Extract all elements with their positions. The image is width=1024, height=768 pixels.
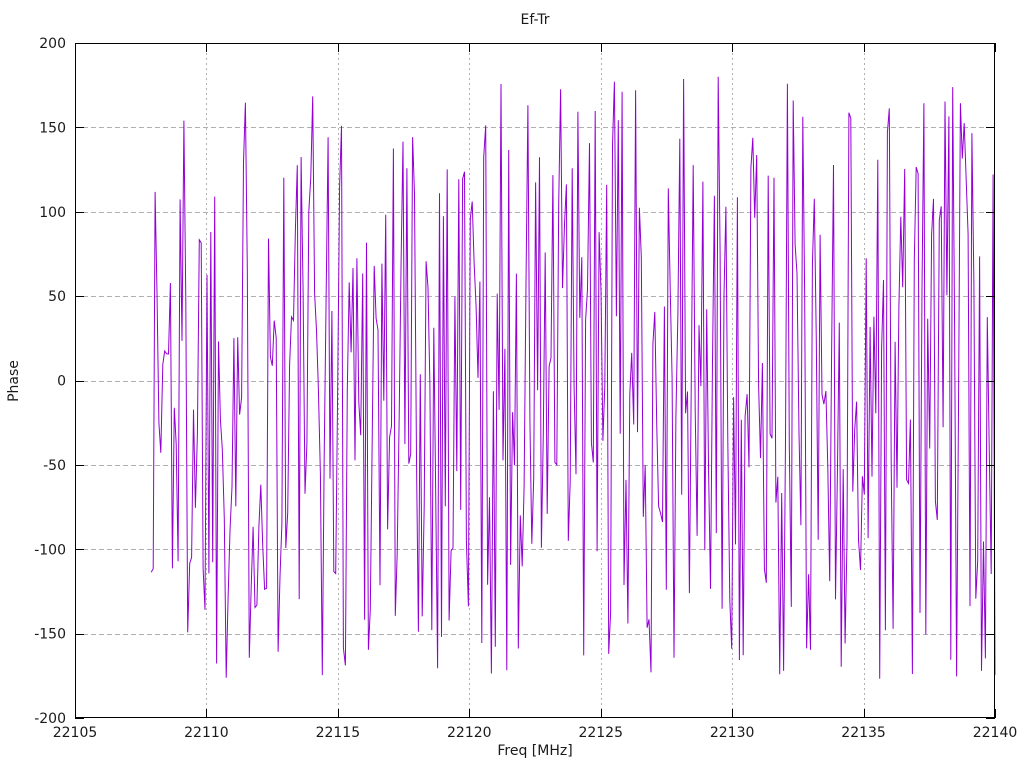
x-tick-label: 22115 (316, 725, 361, 741)
y-tick-label: 100 (39, 205, 66, 221)
phase-trace (150, 76, 996, 679)
plot-border (75, 43, 995, 718)
x-tick-label: 22110 (184, 725, 229, 741)
y-tick-label: -100 (34, 542, 66, 558)
x-tick-label: 22130 (710, 725, 755, 741)
x-tick-label: 22120 (447, 725, 492, 741)
y-tick-label: -200 (34, 711, 66, 727)
y-tick-label: 150 (39, 120, 66, 136)
y-tick-label: -150 (34, 627, 66, 643)
x-tick-label: 22140 (973, 725, 1018, 741)
x-tick-label: 22135 (841, 725, 886, 741)
chart-title: Ef-Tr (520, 12, 550, 28)
x-tick-label: 22105 (53, 725, 98, 741)
y-tick-label: 50 (48, 289, 66, 305)
y-tick-label: -50 (43, 458, 66, 474)
x-tick-label: 22125 (578, 725, 623, 741)
x-axis-label: Freq [MHz] (497, 743, 573, 759)
y-tick-label: 0 (57, 374, 66, 390)
y-tick-label: 200 (39, 36, 66, 52)
